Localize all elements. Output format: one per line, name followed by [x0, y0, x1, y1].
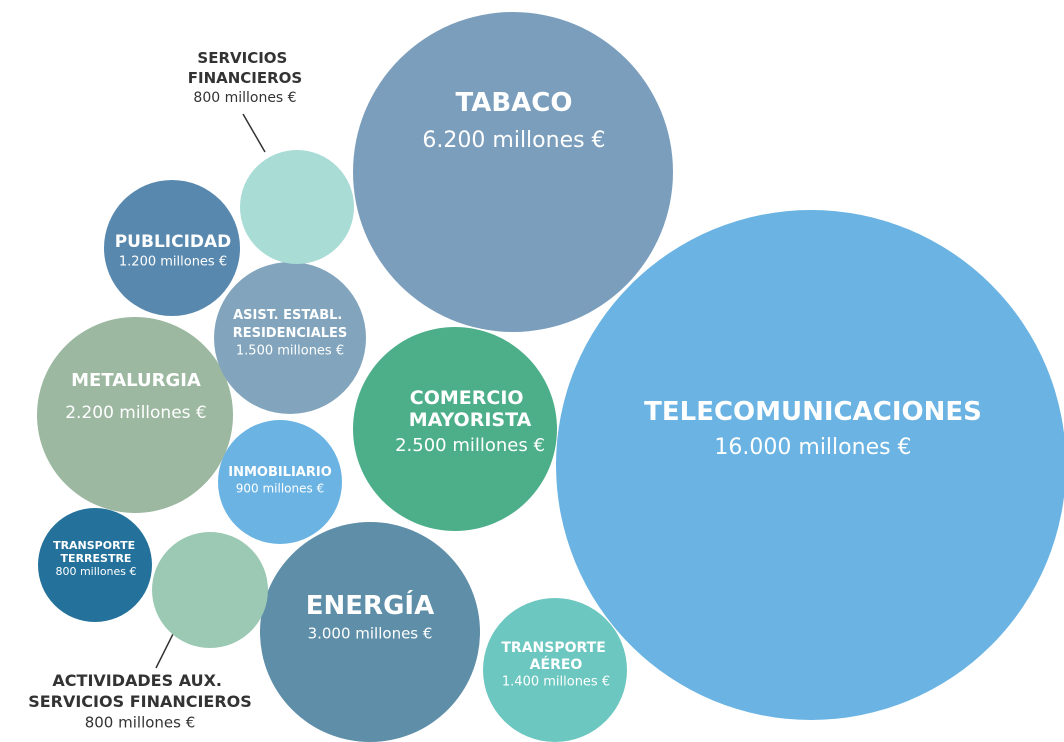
bubble-name-line: MAYORISTA [409, 409, 532, 431]
bubble [353, 12, 673, 332]
bubble-name-line: ENERGÍA [306, 589, 434, 621]
bubble [218, 420, 342, 544]
bubble-name-line: INMOBILIARIO [228, 465, 332, 480]
bubble [37, 317, 233, 513]
bubble-value: 2.200 millones € [65, 403, 207, 423]
bubble-name: ASIST. ESTABL. RESIDENCIALES [233, 308, 348, 341]
bubble-value: 2.500 millones € [395, 435, 545, 456]
bubble-name-line: TELECOMUNICACIONES [644, 397, 982, 427]
bubble-name-line: SERVICIOS [197, 49, 292, 67]
bubble [214, 262, 366, 414]
bubble [556, 210, 1064, 720]
bubble [260, 522, 480, 742]
bubble-value: 6.200 millones € [422, 128, 605, 153]
bubble-name-line: TRANSPORTE [501, 640, 610, 656]
bubble-value: 1.500 millones € [236, 344, 344, 359]
bubble-name-line: AÉREO [530, 656, 583, 673]
bubble-value: 800 millones € [85, 714, 196, 732]
leader-line [242, 113, 266, 153]
bubble-name: ACTIVIDADES AUX. SERVICIOS FINANCIEROS [28, 671, 252, 711]
bubble-name-line: ACTIVIDADES AUX. [52, 671, 227, 690]
bubble [240, 150, 354, 264]
bubble-value: 800 millones € [193, 90, 296, 106]
bubble [38, 508, 152, 622]
bubble-name-line: TERRESTRE [61, 552, 132, 565]
bubble-name: INMOBILIARIO [228, 465, 332, 480]
bubble-name: COMERCIO MAYORISTA [409, 387, 532, 431]
bubble-name-line: TRANSPORTE [53, 539, 139, 552]
bubble-name-line: RESIDENCIALES [233, 326, 348, 341]
bubble-name: TRANSPORTE TERRESTRE [53, 539, 139, 565]
bubble-value: 1.400 millones € [502, 675, 610, 690]
bubble-name-line: COMERCIO [410, 387, 530, 409]
bubble-name-line: SERVICIOS FINANCIEROS [28, 692, 252, 711]
bubble-value: 3.000 millones € [308, 625, 433, 643]
bubble-value: 1.200 millones € [119, 255, 227, 270]
bubble-name: PUBLICIDAD [115, 232, 232, 252]
bubble-name-line: FINANCIEROS [188, 69, 303, 87]
bubble-name: TABACO [456, 88, 573, 118]
bubble-value: 900 millones € [236, 482, 324, 496]
bubble-name-line: ASIST. ESTABL. [233, 308, 347, 323]
bubble [483, 598, 627, 742]
bubble-name: ENERGÍA [306, 589, 434, 621]
bubble-name: SERVICIOS FINANCIEROS [188, 49, 303, 87]
bubble [104, 180, 240, 316]
bubble-name: TRANSPORTE AÉREO [501, 640, 610, 673]
bubble-value: 800 millones € [55, 565, 136, 578]
bubble [353, 327, 557, 531]
bubble-name-line: TABACO [456, 88, 573, 118]
bubble-name-line: PUBLICIDAD [115, 232, 232, 252]
bubble-value: 16.000 millones € [714, 435, 911, 460]
bubble-name-line: METALURGIA [71, 370, 201, 391]
bubble-name: TELECOMUNICACIONES [644, 397, 982, 427]
bubble-name: METALURGIA [71, 370, 201, 391]
leader-line [155, 627, 177, 669]
bubble [152, 532, 268, 648]
